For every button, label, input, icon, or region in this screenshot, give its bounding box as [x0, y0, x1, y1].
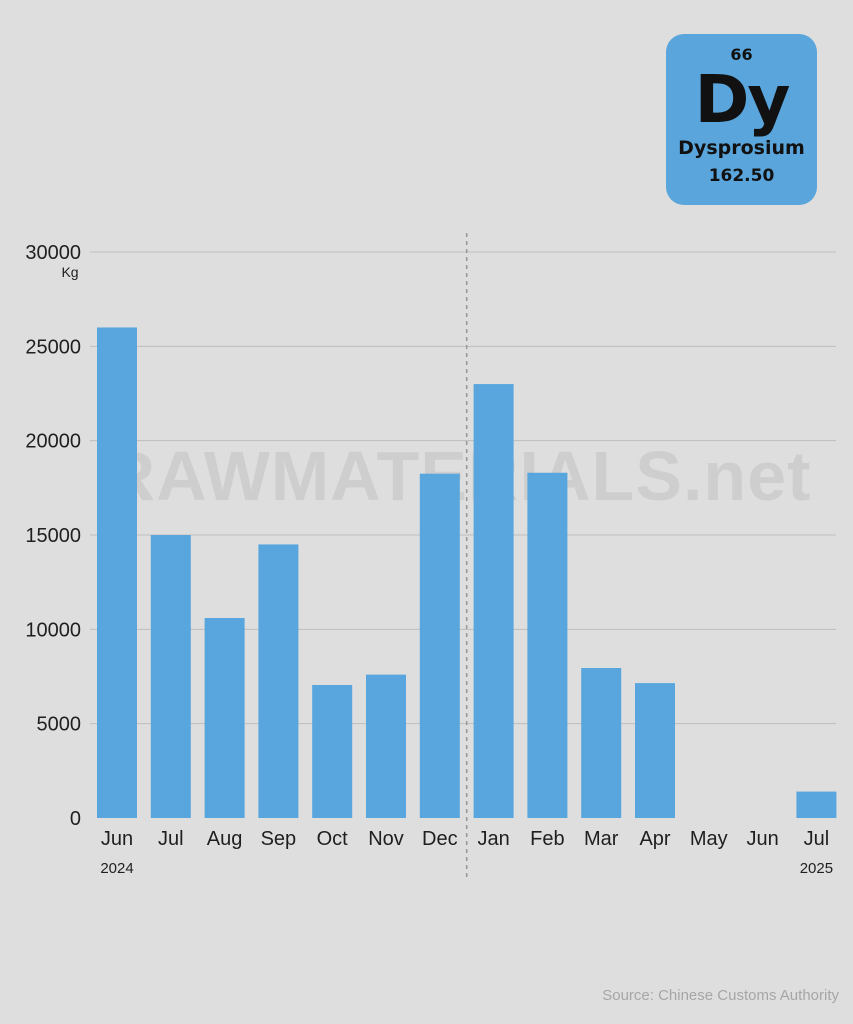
element-symbol: Dy: [694, 61, 791, 138]
x-tick-label: Dec: [422, 828, 458, 850]
bars: [97, 327, 837, 818]
y-tick-label: 15000: [25, 525, 81, 547]
bar-feb-8: [527, 472, 568, 818]
y-axis-ticks: 0 5000 10000 15000 20000 25000 30000: [25, 242, 81, 830]
periodic-element-tile: 66 Dy Dysprosium 162.50: [666, 34, 817, 205]
bar-jul-1: [150, 535, 191, 818]
x-tick-label: Jun: [101, 828, 133, 850]
bar-sep-3: [258, 544, 299, 818]
source-note: Source: Chinese Customs Authority: [602, 987, 839, 1004]
x-tick-label: Mar: [584, 828, 619, 850]
bar-oct-4: [312, 684, 353, 818]
bar-mar-9: [581, 668, 622, 818]
bar-apr-10: [635, 683, 675, 818]
x-tick-label: Jul: [158, 828, 184, 850]
y-tick-label: 10000: [25, 619, 81, 641]
x-tick-label: Nov: [368, 828, 404, 850]
x-tick-label: May: [690, 828, 728, 850]
x-tick-label: Oct: [317, 828, 349, 850]
x-axis-labels: Jun Jul Aug Sep Oct Nov Dec Jan Feb Mar Apr May Jun J…: [101, 828, 829, 850]
y-tick-label: 0: [70, 808, 81, 830]
x-tick-label: Jun: [746, 828, 778, 850]
x-tick-label: Jan: [477, 828, 509, 850]
y-tick-label: 25000: [25, 336, 81, 358]
x-tick-label: Sep: [261, 828, 297, 850]
y-axis-unit: Kg: [61, 264, 78, 280]
x-tick-label: Jul: [804, 828, 830, 850]
bar-nov-5: [366, 674, 406, 818]
x-tick-label: Apr: [639, 828, 670, 850]
element-name: Dysprosium: [678, 137, 805, 159]
year-label-2024: 2024: [100, 860, 133, 877]
y-tick-label: 5000: [37, 714, 82, 736]
x-tick-label: Aug: [207, 828, 243, 850]
y-tick-label: 30000: [25, 242, 81, 264]
bar-dec-6: [419, 473, 460, 818]
bar-jan-7: [473, 384, 514, 818]
year-label-2025: 2025: [800, 860, 833, 877]
bar-jul-13: [796, 791, 837, 818]
x-tick-label: Feb: [530, 828, 564, 850]
bar-jun-0: [97, 327, 137, 818]
atomic-mass: 162.50: [708, 166, 775, 186]
atomic-number: 66: [730, 45, 753, 64]
bar-aug-2: [204, 618, 245, 818]
y-tick-label: 20000: [25, 431, 81, 453]
